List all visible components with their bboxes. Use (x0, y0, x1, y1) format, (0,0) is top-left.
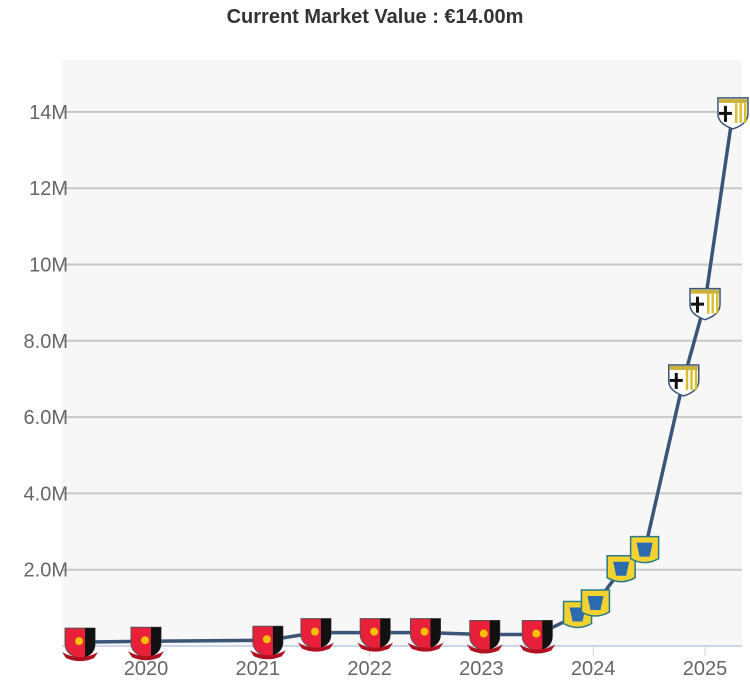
crest-stripe (739, 102, 742, 123)
x-tick-label: 2024 (571, 658, 616, 680)
crest-stripe (743, 102, 747, 123)
crest-ribbon (128, 651, 164, 661)
crest-emblem (532, 629, 541, 638)
data-point-white-black-yellow-crest-icon (668, 364, 700, 397)
y-tick-label: 4.0M (24, 483, 68, 505)
plot-area (62, 60, 742, 646)
data-point-yellow-blue-crest-icon (580, 589, 611, 617)
data-point-red-black-crest-icon (466, 620, 503, 654)
crest-eagle (613, 561, 630, 576)
data-point-red-black-crest-icon (519, 620, 556, 654)
chart-title: Current Market Value : €14.00m (226, 6, 524, 28)
crest-ribbon (357, 642, 394, 652)
crest-stripe (711, 293, 714, 314)
crest-stripe (694, 369, 698, 390)
crest-emblem (310, 627, 319, 636)
crest-stripe (734, 102, 738, 123)
y-tick-label: 6.0M (24, 407, 68, 429)
data-point-white-black-yellow-crest-icon (717, 97, 749, 130)
y-tick-label: 8.0M (24, 331, 68, 353)
crest-stripe (716, 293, 719, 314)
crest-black-band (151, 627, 161, 657)
data-point-red-black-crest-icon (62, 627, 99, 662)
data-point-red-black-crest-icon (297, 618, 334, 652)
data-point-yellow-blue-crest-icon (629, 535, 660, 564)
crest-cross-h (669, 378, 683, 382)
crest-cross-h (718, 111, 732, 115)
data-point-red-black-crest-icon (249, 625, 286, 660)
crest-black-band (85, 628, 96, 658)
crest-ribbon (466, 644, 503, 654)
crest-stripe (707, 293, 710, 314)
x-tick-label: 2021 (236, 658, 281, 680)
data-point-white-black-yellow-crest-icon (689, 287, 721, 321)
x-tick-label: 2020 (124, 658, 169, 680)
crest-black-band (380, 618, 391, 648)
x-tick-label: 2023 (459, 658, 504, 680)
crest-top-band (691, 289, 719, 294)
crest-black-band (489, 620, 500, 650)
data-point-red-black-crest-icon (357, 618, 394, 652)
crest-emblem (75, 637, 84, 646)
data-point-red-black-crest-icon (407, 618, 444, 652)
crest-black-band (430, 618, 441, 648)
crest-stripe (690, 369, 693, 390)
crest-ribbon (407, 642, 444, 652)
crest-emblem (262, 635, 271, 644)
crest-ribbon (249, 650, 286, 660)
crest-black-band (542, 620, 553, 650)
crest-emblem (479, 629, 488, 638)
crest-ribbon (62, 652, 99, 662)
crest-eagle (587, 596, 604, 611)
crest-black-band (320, 618, 331, 648)
x-tick-label: 2025 (683, 658, 728, 680)
crest-ribbon (297, 642, 334, 652)
crest-cross-h (691, 302, 704, 306)
y-tick-label: 14M (29, 102, 68, 124)
y-tick-label: 10M (29, 255, 68, 277)
crest-ribbon (519, 644, 556, 654)
crest-stripe (685, 369, 689, 390)
crest-black-band (272, 626, 283, 656)
crest-eagle (636, 542, 653, 557)
y-tick-label: 2.0M (24, 560, 68, 582)
y-tick-label: 12M (29, 178, 68, 200)
data-point-red-black-crest-icon (128, 626, 164, 661)
x-tick-label: 2022 (347, 658, 392, 680)
crest-emblem (141, 636, 149, 645)
crest-emblem (420, 627, 429, 636)
crest-top-band (718, 98, 747, 103)
crest-top-band (669, 365, 698, 370)
crest-emblem (370, 627, 379, 636)
data-point-yellow-blue-crest-icon (606, 554, 636, 583)
